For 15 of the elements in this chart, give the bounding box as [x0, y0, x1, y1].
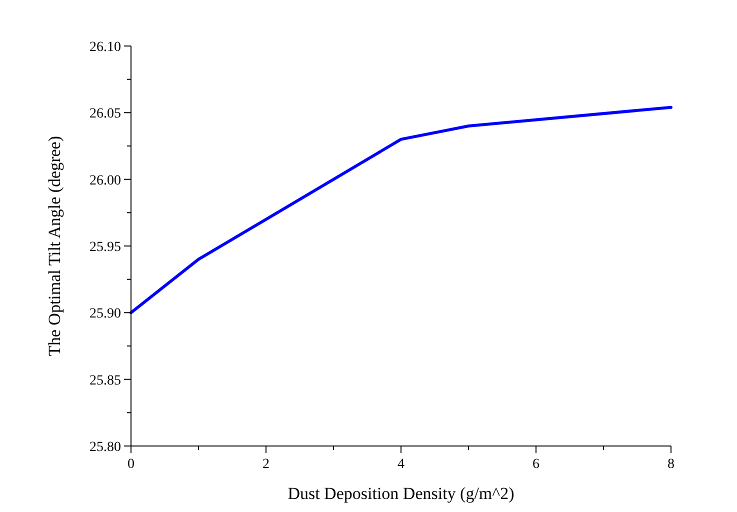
y-axis-title: The Optimal Tilt Angle (degree): [45, 136, 64, 356]
x-tick-label: 4: [398, 457, 404, 472]
y-tick-label: 25.85: [90, 373, 121, 388]
y-tick-label: 26.00: [90, 173, 121, 188]
x-tick-label: 6: [532, 457, 540, 472]
y-tick-label: 25.95: [90, 240, 121, 255]
x-tick-label: 8: [668, 457, 674, 472]
x-tick-label: 2: [262, 457, 270, 472]
y-tick-label: 25.80: [90, 440, 121, 455]
y-tick-label: 26.10: [90, 40, 121, 55]
y-tick-label: 25.90: [90, 306, 121, 322]
x-tick-label: 0: [128, 457, 134, 472]
x-axis-title: Dust Deposition Density (g/m^2): [288, 484, 514, 503]
y-tick-label: 26.05: [90, 106, 121, 122]
line-series: [130, 106, 672, 314]
